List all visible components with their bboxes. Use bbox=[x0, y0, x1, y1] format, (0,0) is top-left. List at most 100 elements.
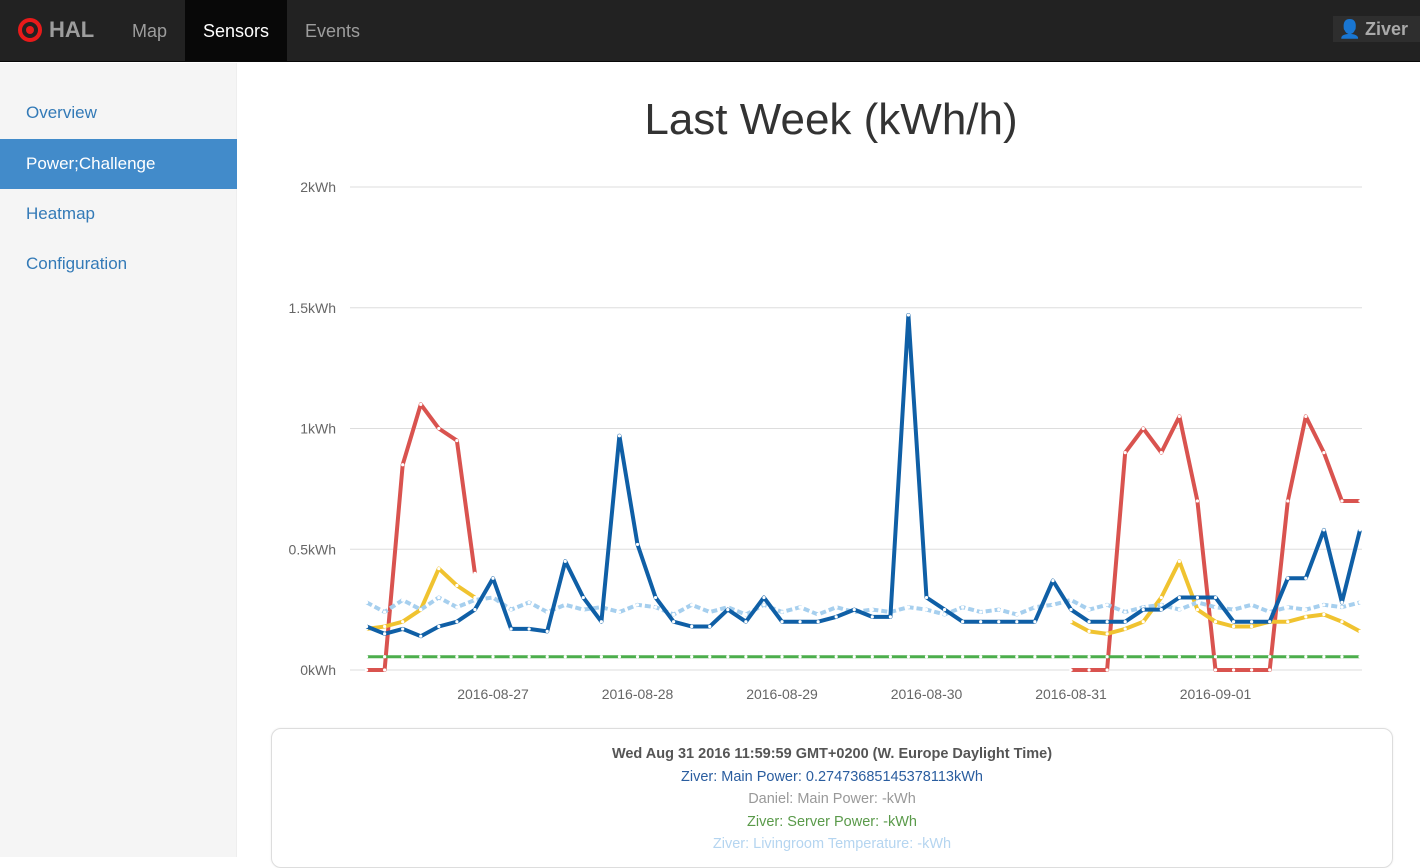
sidebar-item-power-challenge[interactable]: Power;Challenge bbox=[0, 139, 237, 189]
data-point bbox=[1087, 620, 1091, 624]
data-point bbox=[834, 655, 838, 659]
data-point bbox=[1304, 576, 1308, 580]
data-point bbox=[1195, 608, 1200, 612]
data-point bbox=[1213, 668, 1218, 672]
brand[interactable]: HAL bbox=[18, 17, 94, 43]
data-point bbox=[744, 655, 748, 659]
data-point bbox=[708, 610, 712, 614]
data-point bbox=[997, 620, 1001, 624]
data-point bbox=[979, 620, 983, 624]
nav-events[interactable]: Events bbox=[305, 21, 361, 41]
data-point bbox=[1177, 608, 1181, 612]
y-tick-label: 2kWh bbox=[300, 179, 336, 195]
data-point bbox=[852, 655, 856, 659]
data-point bbox=[1231, 655, 1236, 659]
data-point bbox=[617, 655, 622, 659]
user-menu[interactable]: 👤 Ziver bbox=[1332, 16, 1420, 42]
data-point bbox=[1123, 610, 1127, 614]
data-point bbox=[997, 655, 1001, 659]
data-point bbox=[1123, 655, 1127, 659]
data-point bbox=[617, 610, 622, 614]
tooltip-line: Ziver: Livingroom Temperature: -kWh bbox=[712, 836, 952, 852]
data-point bbox=[599, 620, 603, 624]
data-point bbox=[419, 608, 423, 612]
data-point bbox=[1340, 499, 1344, 503]
data-point bbox=[1340, 655, 1344, 659]
data-point bbox=[1340, 620, 1344, 624]
data-point bbox=[635, 542, 640, 547]
data-point bbox=[1322, 603, 1326, 607]
data-point bbox=[1231, 668, 1236, 672]
nav-sensors[interactable]: Sensors bbox=[185, 0, 287, 62]
data-point bbox=[1231, 624, 1236, 629]
data-point bbox=[383, 632, 387, 636]
data-point bbox=[1051, 603, 1055, 607]
data-point bbox=[1286, 655, 1290, 659]
data-point bbox=[762, 595, 766, 600]
data-point bbox=[509, 627, 513, 631]
nav-map[interactable]: Map bbox=[132, 21, 168, 41]
data-point bbox=[1141, 655, 1145, 659]
sidebar-item-overview[interactable]: Overview bbox=[26, 103, 97, 122]
data-point bbox=[1159, 451, 1163, 455]
tooltip-line: Daniel: Main Power: -kWh bbox=[748, 791, 916, 807]
data-point bbox=[1069, 655, 1073, 659]
data-point bbox=[798, 620, 802, 624]
data-point bbox=[473, 608, 477, 612]
data-point bbox=[364, 624, 369, 629]
data-point bbox=[653, 595, 658, 600]
data-point bbox=[455, 620, 459, 624]
tooltip-line: Ziver: Server Power: -kWh bbox=[747, 813, 917, 830]
data-point bbox=[401, 598, 405, 602]
data-point bbox=[1268, 610, 1272, 614]
data-point bbox=[942, 608, 947, 612]
sidebar-item-configuration[interactable]: Configuration bbox=[26, 254, 128, 273]
data-point bbox=[599, 655, 603, 659]
data-point bbox=[455, 583, 459, 588]
data-point bbox=[690, 624, 694, 629]
data-point bbox=[437, 624, 441, 629]
data-point bbox=[726, 608, 730, 612]
data-point bbox=[1340, 605, 1344, 609]
data-point bbox=[780, 610, 784, 614]
data-point bbox=[491, 595, 495, 600]
data-point bbox=[1177, 414, 1181, 419]
data-point bbox=[581, 608, 585, 612]
data-point bbox=[635, 655, 640, 659]
data-point bbox=[1304, 655, 1308, 659]
data-point bbox=[924, 608, 929, 612]
x-tick-label: 2016-08-31 bbox=[1035, 686, 1107, 702]
x-tick-label: 2016-08-29 bbox=[746, 686, 818, 702]
data-point bbox=[455, 655, 459, 659]
data-point bbox=[1268, 668, 1272, 672]
data-point bbox=[491, 576, 495, 580]
data-point bbox=[1250, 655, 1254, 659]
data-point bbox=[1123, 451, 1127, 455]
data-point bbox=[563, 559, 567, 563]
data-point bbox=[1105, 620, 1109, 624]
data-point bbox=[1358, 600, 1362, 604]
chart[interactable]: 0kWh 0.5kWh 1kWh 1.5kWh 2kWh 2016-08-27 2016-0… bbox=[0, 0, 1420, 720]
data-point bbox=[419, 402, 423, 406]
data-point bbox=[1195, 499, 1200, 503]
data-point bbox=[1069, 608, 1073, 612]
data-point bbox=[473, 655, 477, 659]
data-point bbox=[744, 620, 748, 624]
data-point bbox=[1358, 528, 1362, 532]
data-point bbox=[401, 627, 405, 631]
y-tick-label: 0.5kWh bbox=[289, 541, 336, 557]
data-point bbox=[527, 600, 531, 604]
data-point bbox=[690, 655, 694, 659]
data-point bbox=[979, 610, 983, 614]
data-point bbox=[419, 634, 423, 638]
data-point bbox=[690, 603, 694, 607]
data-point bbox=[1141, 608, 1145, 612]
data-point bbox=[1105, 603, 1109, 607]
data-point bbox=[744, 612, 748, 617]
data-point bbox=[1159, 603, 1163, 607]
data-point bbox=[1195, 655, 1200, 659]
data-point bbox=[1159, 608, 1163, 612]
sidebar-item-heatmap[interactable]: Heatmap bbox=[26, 204, 95, 223]
data-point bbox=[1322, 612, 1326, 617]
data-point bbox=[870, 655, 874, 659]
